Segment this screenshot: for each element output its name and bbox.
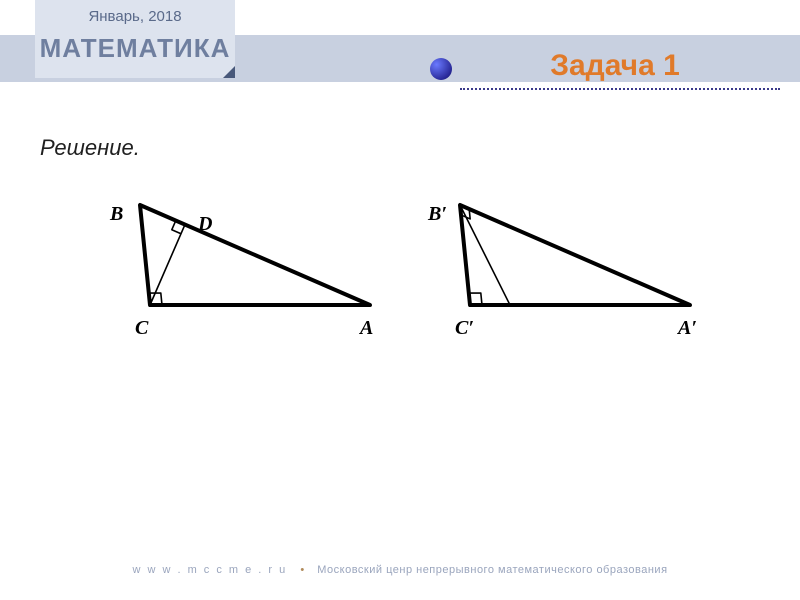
- vertex-label: B: [110, 203, 123, 226]
- vertex-label: A′: [678, 317, 697, 340]
- footer: w w w . m c c m e . r u • Московский цен…: [0, 564, 800, 576]
- solution-label: Решение.: [40, 135, 140, 161]
- slide-title: Задача 1: [485, 48, 745, 84]
- vertex-label: D: [198, 213, 212, 236]
- vertex-label: A: [360, 317, 373, 340]
- logo-text: МАТЕМАТИКА: [35, 33, 235, 64]
- footer-url: w w w . m c c m e . r u: [132, 564, 287, 576]
- date-text: Январь, 2018: [35, 8, 235, 25]
- triangles-svg: [80, 195, 720, 355]
- geometry-diagram: B C A D B′ C′ A′: [80, 195, 720, 360]
- title-underline: [460, 88, 780, 90]
- footer-org: Московский ценр непрерывного математичес…: [317, 564, 667, 576]
- header-box: Январь, 2018 МАТЕМАТИКА: [35, 0, 235, 78]
- vertex-label: B′: [428, 203, 447, 226]
- vertex-label: C′: [455, 317, 474, 340]
- corner-notch: [223, 66, 235, 78]
- vertex-label: C: [135, 317, 148, 340]
- bullet-icon: [430, 58, 452, 80]
- footer-separator: •: [300, 564, 304, 576]
